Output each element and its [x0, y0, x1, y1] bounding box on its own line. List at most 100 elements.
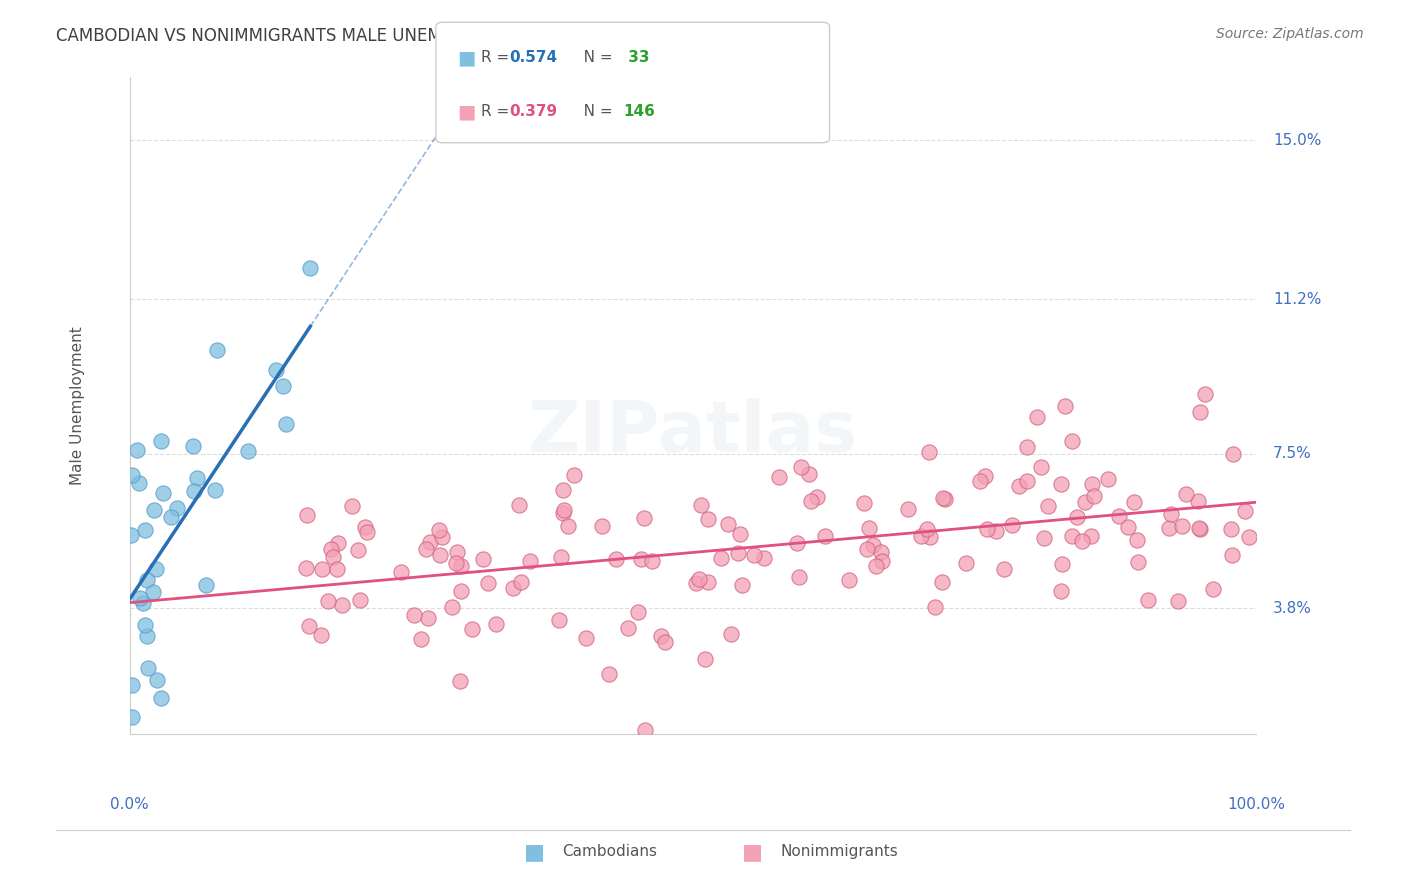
Point: [298, 619, 321, 633]
Point: [1219, 522, 1241, 536]
Point: [616, 621, 638, 635]
Point: [1188, 521, 1211, 535]
Point: [441, 599, 464, 614]
Point: [1007, 479, 1029, 493]
Point: [976, 522, 998, 536]
Point: [416, 611, 439, 625]
Text: 0.379: 0.379: [509, 104, 557, 119]
Point: [1187, 493, 1209, 508]
Point: [1137, 592, 1160, 607]
Point: [461, 622, 484, 636]
Point: [562, 467, 585, 482]
Point: [1060, 529, 1083, 543]
Point: [696, 512, 718, 526]
Point: [134, 618, 156, 632]
Point: [550, 550, 572, 565]
Point: [131, 596, 153, 610]
Point: [316, 594, 339, 608]
Point: [742, 548, 765, 562]
Point: [1080, 529, 1102, 543]
Point: [322, 550, 344, 565]
Point: [1123, 494, 1146, 508]
Point: [910, 529, 932, 543]
Point: [356, 525, 378, 540]
Text: N =: N =: [569, 104, 617, 119]
Point: [1053, 399, 1076, 413]
Point: [852, 496, 875, 510]
Point: [136, 660, 159, 674]
Point: [146, 673, 169, 688]
Point: [1189, 522, 1212, 536]
Point: [685, 576, 707, 591]
Point: [984, 524, 1007, 538]
Point: [838, 573, 860, 587]
Point: [1083, 489, 1105, 503]
Text: 7.5%: 7.5%: [1272, 446, 1312, 461]
Point: [1188, 405, 1211, 419]
Point: [299, 260, 322, 275]
Point: [472, 552, 495, 566]
Text: N =: N =: [569, 51, 617, 65]
Point: [915, 522, 938, 536]
Point: [1050, 557, 1073, 571]
Point: [1029, 460, 1052, 475]
Text: 33: 33: [623, 51, 650, 65]
Point: [934, 492, 956, 507]
Point: [591, 519, 613, 533]
Point: [993, 562, 1015, 576]
Point: [411, 632, 433, 646]
Point: [152, 485, 174, 500]
Point: [1036, 499, 1059, 513]
Point: [856, 541, 879, 556]
Point: [330, 598, 353, 612]
Point: [695, 652, 717, 666]
Text: CAMBODIAN VS NONIMMIGRANTS MALE UNEMPLOYMENT CORRELATION CHART: CAMBODIAN VS NONIMMIGRANTS MALE UNEMPLOY…: [56, 27, 716, 45]
Point: [931, 574, 953, 589]
Point: [1017, 474, 1039, 488]
Point: [1071, 533, 1094, 548]
Point: [1066, 510, 1088, 524]
Point: [204, 483, 226, 498]
Point: [150, 690, 173, 705]
Point: [1050, 477, 1073, 491]
Point: [477, 575, 499, 590]
Point: [349, 593, 371, 607]
Point: [797, 467, 820, 482]
Point: [1126, 555, 1149, 569]
Point: [446, 545, 468, 559]
Point: [450, 559, 472, 574]
Point: [1160, 507, 1182, 521]
Point: [553, 506, 575, 520]
Point: [294, 560, 316, 574]
Text: Cambodians: Cambodians: [562, 845, 658, 859]
Point: [627, 606, 650, 620]
Point: [446, 557, 468, 571]
Point: [728, 526, 751, 541]
Point: [1171, 518, 1194, 533]
Text: Male Unemployment: Male Unemployment: [70, 326, 84, 485]
Point: [1001, 518, 1024, 533]
Point: [429, 523, 451, 537]
Point: [121, 710, 143, 724]
Point: [688, 573, 710, 587]
Point: [276, 417, 298, 431]
Point: [974, 468, 997, 483]
Point: [553, 483, 575, 497]
Point: [727, 546, 749, 560]
Text: 11.2%: 11.2%: [1272, 292, 1322, 307]
Point: [271, 379, 294, 393]
Text: ■: ■: [457, 102, 475, 121]
Point: [143, 503, 166, 517]
Point: [354, 519, 377, 533]
Point: [641, 554, 664, 568]
Point: [650, 630, 672, 644]
Point: [120, 528, 142, 542]
Point: [121, 468, 143, 483]
Point: [1081, 476, 1104, 491]
Point: [630, 552, 652, 566]
Point: [429, 548, 451, 562]
Point: [404, 607, 426, 622]
Point: [389, 565, 412, 579]
Point: [547, 613, 569, 627]
Point: [710, 550, 733, 565]
